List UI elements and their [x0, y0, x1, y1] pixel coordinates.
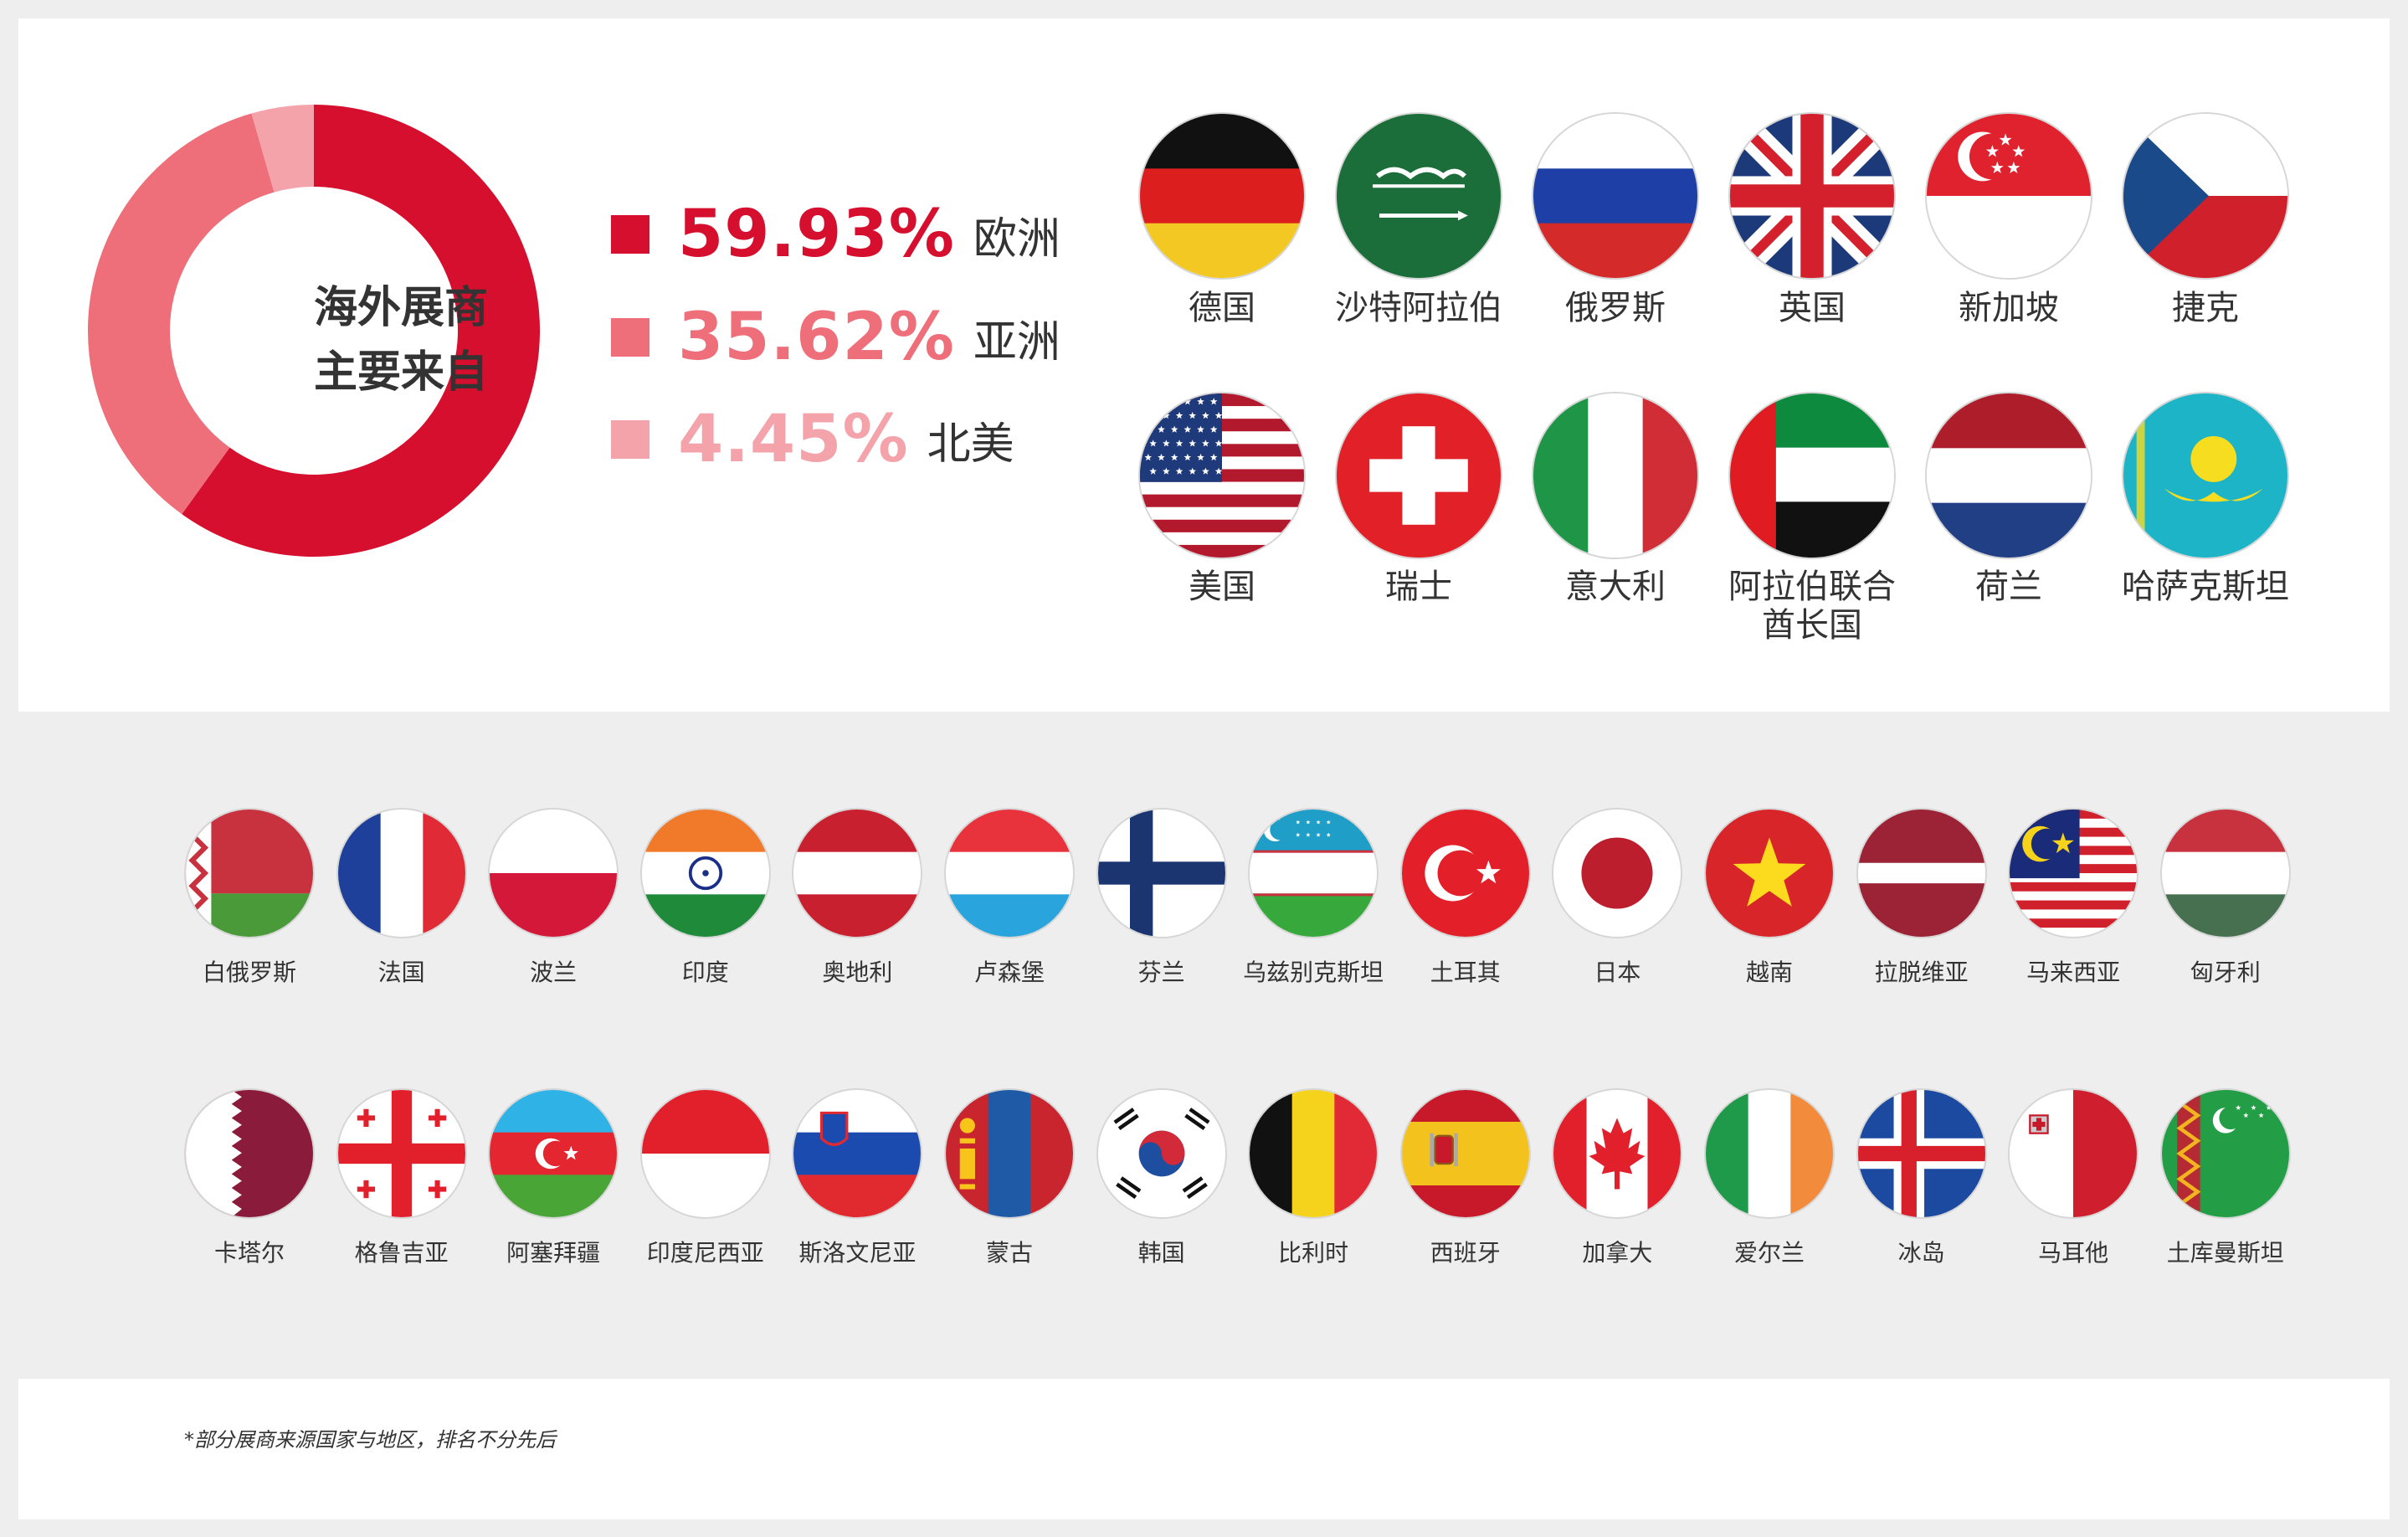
- legend-item-2: 4.45% 北美: [611, 402, 1014, 477]
- canada-flag-icon: [1552, 1088, 1683, 1219]
- france-flag-icon: [336, 808, 467, 938]
- donut-slice-1: [87, 113, 275, 515]
- legend-item-1: 35.62% 亚洲: [611, 300, 1060, 375]
- country-label: 奥地利: [822, 959, 893, 986]
- legend-swatch: [611, 420, 649, 459]
- qatar-flag-icon: [184, 1088, 315, 1219]
- iceland-flag-icon: [1856, 1088, 1987, 1219]
- country-label: 乌兹别克斯坦: [1243, 959, 1384, 986]
- country-label: 白俄罗斯: [202, 959, 296, 986]
- austria-flag-icon: [792, 808, 923, 938]
- turkmenistan-flag-icon: [2159, 1088, 2291, 1219]
- country-label: 冰岛: [1897, 1239, 1945, 1267]
- mongolia-flag-icon: [944, 1088, 1075, 1219]
- luxembourg-flag-icon: [944, 808, 1075, 938]
- country-label: 捷克: [2172, 289, 2239, 327]
- country-label: 拉脱维亚: [1874, 959, 1969, 986]
- legend-percent: 35.62%: [678, 300, 955, 375]
- legend-swatch: [611, 318, 649, 357]
- footnote: *部分展商来源国家与地区，排名不分先后: [184, 1428, 556, 1452]
- country-label: 土库曼斯坦: [2166, 1239, 2284, 1267]
- country-label: 卢森堡: [973, 959, 1045, 986]
- country-label: 加拿大: [1582, 1239, 1653, 1267]
- japan-flag-icon: [1552, 808, 1683, 938]
- country-label: 卡塔尔: [213, 1239, 285, 1267]
- georgia-flag-icon: [336, 1088, 467, 1219]
- vietnam-flag-icon: [1704, 808, 1835, 938]
- usa-flag-icon: [1138, 392, 1306, 559]
- hungary-flag-icon: [2159, 808, 2291, 938]
- legend-percent: 59.93%: [678, 197, 955, 272]
- legend-percent: 4.45%: [678, 402, 909, 477]
- legend-region: 北美: [927, 419, 1014, 470]
- turkey-flag-icon: [1399, 808, 1531, 938]
- latvia-flag-icon: [1856, 808, 1987, 938]
- uk-flag-icon: [1728, 112, 1896, 280]
- country-label: 越南: [1745, 959, 1793, 986]
- country-label: 意大利: [1565, 568, 1666, 606]
- spain-flag-icon: [1399, 1088, 1531, 1219]
- india-flag-icon: [639, 808, 771, 938]
- donut-slice-0: [182, 105, 540, 557]
- country-label: 匈牙利: [2190, 959, 2261, 986]
- country-label: 韩国: [1137, 1239, 1185, 1267]
- country-label: 沙特阿拉伯: [1335, 289, 1502, 327]
- switzerland-flag-icon: [1335, 392, 1502, 559]
- italy-flag-icon: [1532, 392, 1699, 559]
- country-label: 印度尼西亚: [646, 1239, 764, 1267]
- azerbaijan-flag-icon: [488, 1088, 619, 1219]
- legend-item-0: 59.93% 欧洲: [611, 197, 1060, 272]
- legend-region: 欧洲: [973, 213, 1060, 265]
- legend-swatch: [611, 215, 649, 254]
- czech-flag-icon: [2122, 112, 2289, 280]
- country-label: 哈萨克斯坦: [2122, 568, 2289, 606]
- country-label: 荷兰: [1975, 568, 2042, 606]
- country-label: 阿塞拜疆: [506, 1239, 601, 1267]
- footnote-panel: [18, 1379, 2390, 1519]
- poland-flag-icon: [488, 808, 619, 938]
- donut-slice-2: [251, 105, 314, 193]
- finland-flag-icon: [1096, 808, 1227, 938]
- country-label: 俄罗斯: [1565, 289, 1666, 327]
- south-korea-flag-icon: [1096, 1088, 1227, 1219]
- russia-flag-icon: [1532, 112, 1699, 280]
- country-label: 德国: [1189, 289, 1255, 327]
- country-label: 斯洛文尼亚: [798, 1239, 916, 1267]
- ireland-flag-icon: [1704, 1088, 1835, 1219]
- malaysia-flag-icon: [2008, 808, 2139, 938]
- country-label: 西班牙: [1430, 1239, 1501, 1267]
- saudi-arabia-flag-icon: [1335, 112, 1502, 280]
- malta-flag-icon: [2008, 1088, 2139, 1219]
- country-label: 爱尔兰: [1733, 1239, 1805, 1267]
- country-label: 马来西亚: [2026, 959, 2121, 986]
- belarus-flag-icon: [184, 808, 315, 938]
- country-label: 法国: [377, 959, 425, 986]
- country-label: 土耳其: [1430, 959, 1501, 986]
- legend-region: 亚洲: [973, 316, 1060, 368]
- country-label: 印度: [681, 959, 729, 986]
- country-label: 阿拉伯联合 酋长国: [1728, 568, 1896, 645]
- netherlands-flag-icon: [1925, 392, 2092, 559]
- country-label: 新加坡: [1959, 289, 2059, 327]
- country-label: 蒙古: [985, 1239, 1033, 1267]
- slovenia-flag-icon: [792, 1088, 923, 1219]
- germany-flag-icon: [1138, 112, 1306, 280]
- country-label: 日本: [1594, 959, 1641, 986]
- country-label: 瑞士: [1385, 568, 1452, 606]
- country-label: 波兰: [530, 959, 578, 986]
- country-label: 比利时: [1278, 1239, 1349, 1267]
- kazakhstan-flag-icon: [2122, 392, 2289, 559]
- uzbekistan-flag-icon: [1248, 808, 1379, 938]
- country-label: 美国: [1189, 568, 1255, 606]
- country-label: 马耳他: [2038, 1239, 2109, 1267]
- singapore-flag-icon: [1925, 112, 2092, 280]
- country-label: 格鲁吉亚: [354, 1239, 449, 1267]
- country-label: 芬兰: [1137, 959, 1185, 986]
- uae-flag-icon: [1728, 392, 1896, 559]
- country-label: 英国: [1779, 289, 1846, 327]
- donut-chart: [87, 105, 540, 557]
- indonesia-flag-icon: [639, 1088, 771, 1219]
- belgium-flag-icon: [1248, 1088, 1379, 1219]
